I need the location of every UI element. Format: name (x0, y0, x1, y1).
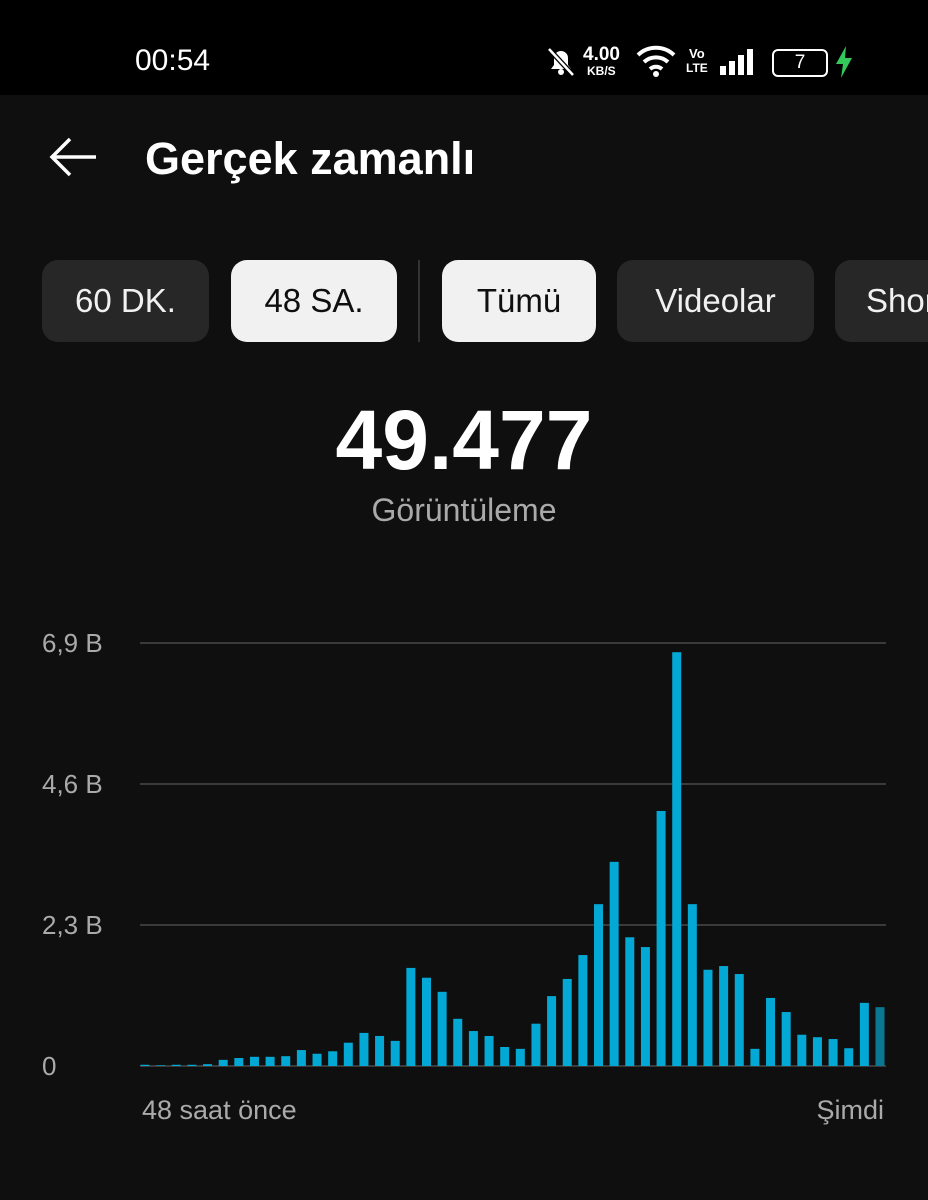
bar (531, 1023, 541, 1066)
bar (687, 904, 697, 1066)
bar (437, 991, 447, 1066)
page-title: Gerçek zamanlı (145, 133, 476, 184)
network: Vo (689, 46, 705, 61)
bar (390, 1040, 400, 1066)
time: 00:54 (135, 44, 211, 77)
bar (375, 1035, 385, 1066)
bar (703, 969, 713, 1066)
bar (406, 967, 416, 1066)
bar (249, 1056, 259, 1066)
bar (781, 1012, 791, 1066)
chip[interactable]: Videolar (617, 260, 814, 342)
bar (234, 1058, 244, 1066)
mute-icon (547, 47, 575, 77)
view-count: 49.477 (335, 393, 593, 487)
chip[interactable]: 48 SA. (231, 260, 397, 342)
bar (656, 810, 666, 1066)
bar (594, 904, 604, 1066)
back-button[interactable] (48, 135, 100, 179)
battery: 7 (772, 49, 828, 77)
network-type: LTE (686, 61, 708, 75)
bar (812, 1037, 822, 1066)
speed-unit: KB/S (587, 64, 616, 78)
bar (547, 996, 557, 1066)
bar (359, 1032, 369, 1066)
x-start-label: 48 saat önce (142, 1095, 297, 1125)
bar (844, 1048, 854, 1066)
bar (218, 1059, 228, 1066)
y-tick-label: 6,9 B (42, 628, 103, 658)
charging-icon (836, 46, 852, 78)
speed: 4.00 (583, 44, 620, 65)
bar (140, 1064, 150, 1066)
bar (672, 652, 682, 1066)
y-tick-label: 0 (42, 1051, 56, 1081)
bar (265, 1056, 275, 1066)
bar (875, 1007, 885, 1066)
bar (343, 1042, 353, 1066)
bar (156, 1065, 166, 1066)
chip[interactable]: Shorts (835, 260, 928, 342)
bar (515, 1048, 525, 1066)
bar (859, 1002, 869, 1066)
wifi-icon (636, 45, 676, 77)
y-tick-label: 2,3 B (42, 910, 103, 940)
bar (421, 977, 431, 1066)
bar (312, 1053, 322, 1066)
bar (734, 974, 744, 1066)
bar (640, 947, 650, 1066)
bar (468, 1031, 478, 1066)
bar (609, 861, 619, 1066)
bar (625, 937, 635, 1066)
bar (562, 978, 572, 1066)
bar (453, 1018, 463, 1066)
status-bar: 00:54 4.00 KB/S Vo LTE 7 (0, 0, 928, 95)
bar (828, 1039, 838, 1066)
bar (719, 966, 729, 1066)
chip[interactable]: Tümü (442, 260, 596, 342)
bar (484, 1035, 494, 1066)
x-end-label: Şimdi (816, 1095, 884, 1125)
bar (203, 1064, 213, 1066)
signal-icon (720, 49, 753, 75)
chip[interactable]: 60 DK. (42, 260, 209, 342)
bar (750, 1048, 760, 1066)
bar (296, 1050, 306, 1066)
chart: 0 2,3 B 4,6 B 6,9 B 48 saat önce Şimdi (42, 628, 886, 1125)
bar (500, 1046, 510, 1066)
bar (281, 1056, 291, 1066)
bar (328, 1051, 338, 1066)
bar (578, 955, 588, 1066)
y-tick-label: 4,6 B (42, 769, 103, 799)
bar (797, 1034, 807, 1066)
divider (418, 260, 420, 342)
bar (187, 1064, 197, 1066)
view-label: Görüntüleme (371, 492, 557, 528)
bar (171, 1064, 181, 1066)
bar (766, 997, 776, 1066)
